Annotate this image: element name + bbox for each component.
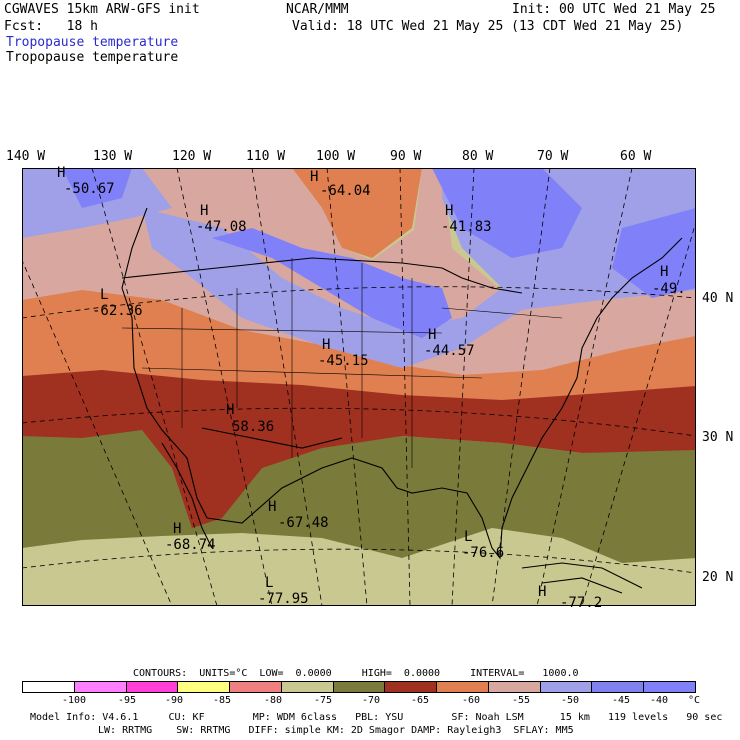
contour-info: CONTOURS: UNITS=°C LOW= 0.0000 HIGH= 0.0… xyxy=(133,668,579,679)
legend-swatch xyxy=(488,682,541,692)
legend-label: -70 xyxy=(362,695,381,706)
extremum-marker: L xyxy=(464,529,473,545)
model-info-line2: LW: RRTMG SW: RRTMG DIFF: simple KM: 2D … xyxy=(98,725,574,736)
lon-label: 90 W xyxy=(390,149,422,164)
legend-label: -80 xyxy=(264,695,283,706)
legend-label: -45 xyxy=(612,695,631,706)
legend-swatch xyxy=(178,682,231,692)
legend-label: -90 xyxy=(165,695,184,706)
extremum-value: -45.15 xyxy=(318,353,369,369)
legend-label: -100 xyxy=(62,695,87,706)
field-title: Tropopause temperature xyxy=(6,50,179,65)
legend-label: -40 xyxy=(650,695,669,706)
extremum-value: -44.57 xyxy=(424,343,475,359)
lon-label: 70 W xyxy=(537,149,569,164)
extremum-value: -64.04 xyxy=(320,183,371,199)
lon-label: 130 W xyxy=(93,149,133,164)
legend-swatch xyxy=(230,682,282,692)
extremum-marker: H xyxy=(445,203,454,219)
extremum-marker: L xyxy=(100,287,109,303)
field-title-blue: Tropopause temperature xyxy=(6,35,179,50)
band-orange-north xyxy=(292,168,422,258)
extremum-value: -41.83 xyxy=(441,219,492,235)
extremum-marker: H xyxy=(310,169,319,185)
legend-label: -85 xyxy=(213,695,232,706)
lon-label: 110 W xyxy=(246,149,286,164)
tropopause-temperature-map xyxy=(22,168,696,606)
lat-line-40 xyxy=(22,286,696,319)
extremum-value: -49. xyxy=(652,281,686,297)
band-blue-nw xyxy=(62,168,132,208)
legend-label: -60 xyxy=(462,695,481,706)
institution-label: NCAR/MMM xyxy=(286,2,349,17)
color-legend xyxy=(22,681,696,693)
lon-label: 100 W xyxy=(316,149,356,164)
extremum-value: -77.2 xyxy=(560,595,603,611)
extremum-value: -76.6 xyxy=(462,545,505,561)
extremum-value: -47.08 xyxy=(196,219,247,235)
legend-swatch xyxy=(437,682,489,692)
legend-swatch xyxy=(644,682,695,692)
extremum-marker: H xyxy=(57,165,66,181)
legend-label: -95 xyxy=(118,695,137,706)
forecast-hour: Fcst: 18 h xyxy=(4,19,98,34)
graticule xyxy=(22,168,696,606)
lon-label: 60 W xyxy=(620,149,652,164)
band-blue-central xyxy=(212,228,452,338)
legend-swatch xyxy=(23,682,75,692)
lat-line-30 xyxy=(22,407,696,437)
legend-swatch xyxy=(540,682,593,692)
legend-unit: °C xyxy=(688,695,701,706)
band-blue-east xyxy=(612,208,696,298)
extremum-value: -77.95 xyxy=(258,591,309,607)
legend-label: -55 xyxy=(512,695,531,706)
lat-label: 40 N xyxy=(702,291,734,306)
legend-swatch xyxy=(74,682,127,692)
legend-label: -75 xyxy=(314,695,333,706)
valid-time: Valid: 18 UTC Wed 21 May 25 (13 CDT Wed … xyxy=(292,19,684,34)
extremum-marker: H xyxy=(226,402,235,418)
extremum-value: 58.36 xyxy=(232,419,275,435)
extremum-marker: H xyxy=(660,264,669,280)
legend-label: -50 xyxy=(561,695,580,706)
model-info-line1: Model Info: V4.6.1 CU: KF MP: WDM 6class… xyxy=(30,712,723,723)
lon-label: 120 W xyxy=(172,149,212,164)
extremum-marker: H xyxy=(428,327,437,343)
lat-label: 20 N xyxy=(702,570,734,585)
lat-label: 30 N xyxy=(702,430,734,445)
extremum-marker: H xyxy=(322,337,331,353)
band-dark-red xyxy=(22,368,696,528)
extremum-marker: H xyxy=(200,203,209,219)
extremum-value: -67.48 xyxy=(278,515,329,531)
init-time: Init: 00 UTC Wed 21 May 25 xyxy=(512,2,716,17)
extremum-marker: H xyxy=(268,499,277,515)
legend-swatch xyxy=(385,682,438,692)
extremum-value: -62.36 xyxy=(92,303,143,319)
lon-label: 80 W xyxy=(462,149,494,164)
band-orange xyxy=(22,288,696,400)
extremum-marker: H xyxy=(538,584,547,600)
extremum-value: -68.74 xyxy=(165,537,216,553)
extremum-value: -50.67 xyxy=(64,181,115,197)
legend-swatch xyxy=(592,682,645,692)
band-blue-north xyxy=(432,168,582,258)
legend-label: -65 xyxy=(411,695,430,706)
state-borders xyxy=(121,258,563,468)
lon-label: 140 W xyxy=(6,149,46,164)
extremum-marker: H xyxy=(173,521,182,537)
lat-line-20 xyxy=(22,548,696,574)
map-frame xyxy=(22,168,696,606)
coastlines xyxy=(121,207,683,594)
legend-swatch xyxy=(126,682,179,692)
extremum-marker: L xyxy=(265,575,274,591)
model-title: CGWAVES 15km ARW-GFS init xyxy=(4,2,200,17)
legend-swatch xyxy=(281,682,334,692)
legend-swatch xyxy=(333,682,386,692)
